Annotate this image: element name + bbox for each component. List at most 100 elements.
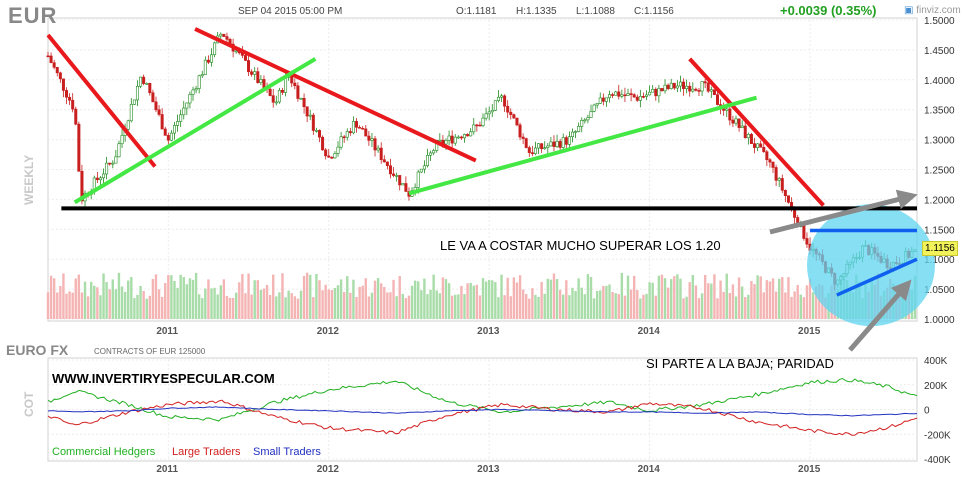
candle-body	[68, 96, 72, 101]
volume-bar	[259, 289, 263, 319]
cot-series-small	[47, 406, 918, 417]
volume-bar	[639, 298, 642, 319]
volume-bar	[83, 281, 87, 319]
volume-bar	[210, 288, 213, 319]
candle-body	[484, 113, 488, 119]
candle-body	[756, 143, 760, 148]
volume-bar	[318, 280, 321, 319]
candle-body	[388, 165, 392, 175]
candle-body	[197, 75, 201, 89]
red-trendline	[46, 33, 157, 168]
down-arrow	[848, 279, 912, 352]
volume-bar	[376, 278, 380, 319]
up-arrow	[769, 189, 918, 235]
candle-body	[481, 117, 485, 127]
volume-bar	[179, 274, 182, 319]
volume-bar	[753, 284, 756, 319]
candle-body	[376, 147, 380, 151]
candle-body	[330, 156, 334, 159]
candle-body	[648, 91, 652, 96]
cot-series-commercial	[47, 377, 918, 422]
candle-body	[509, 111, 513, 115]
volume-bar	[512, 277, 516, 319]
candle-body	[299, 97, 303, 100]
candle-body	[740, 125, 744, 128]
candle-body	[577, 126, 581, 132]
candle-body	[345, 131, 349, 138]
volume-bar	[197, 294, 201, 319]
candle-body	[533, 147, 537, 154]
finviz-logo[interactable]: ▣ finviz.com	[904, 5, 961, 16]
candle-body	[805, 238, 809, 245]
candle-body	[728, 108, 732, 121]
candle-body	[163, 128, 167, 136]
candle-body	[493, 100, 497, 111]
range-bottom-line	[836, 257, 918, 297]
cot-y-tick: -400K	[924, 455, 951, 466]
volume-bar	[608, 284, 611, 319]
price-y-tick: 1.2000	[924, 195, 955, 206]
volume-bar	[302, 275, 306, 319]
cot-x-tick: 2012	[317, 464, 340, 475]
volume-bar	[241, 274, 244, 319]
candle-body	[111, 162, 115, 165]
candle-body	[225, 36, 229, 40]
price-x-tick: 2011	[156, 326, 178, 337]
volume-bar	[472, 285, 475, 319]
volume-bar	[380, 283, 383, 319]
candle-body	[530, 152, 534, 154]
volume-bar	[478, 295, 482, 319]
volume-bar	[435, 290, 438, 319]
candle-body	[243, 55, 247, 61]
volume-bar	[216, 294, 219, 319]
candle-body	[515, 117, 519, 126]
volume-bar	[86, 296, 90, 319]
candle-body	[617, 91, 621, 97]
candle-body	[663, 84, 667, 92]
volume-bar	[272, 274, 275, 319]
volume-bar	[580, 287, 583, 319]
annotation-support-note: LE VA A COSTAR MUCHO SUPERAR LOS 1.20	[440, 238, 721, 253]
volume-bar	[204, 288, 207, 319]
candle-body	[456, 136, 460, 139]
volume-bar	[234, 292, 238, 319]
candle-body	[487, 111, 491, 115]
candle-body	[635, 96, 639, 101]
weekly-side-label: WEEKLY	[22, 154, 36, 205]
volume-bar	[99, 295, 102, 319]
candle-body	[506, 105, 510, 113]
candle-body	[657, 88, 661, 97]
volume-bar	[65, 293, 68, 319]
volume-bar	[71, 292, 74, 319]
volume-bar	[361, 285, 364, 319]
volume-bar	[592, 298, 596, 319]
candle-body	[80, 170, 84, 202]
finviz-logo-icon: ▣	[904, 5, 914, 16]
candle-body	[200, 74, 204, 77]
volume-bar	[617, 294, 620, 319]
candle-body	[734, 118, 738, 124]
volume-bar	[77, 274, 81, 319]
candle-body	[682, 81, 686, 89]
volume-bar	[654, 295, 657, 319]
volume-bar	[537, 296, 540, 319]
candle-body	[447, 135, 451, 141]
header-low: L:1.1088	[576, 6, 615, 17]
volume-bar	[475, 284, 479, 319]
volume-bar	[117, 272, 121, 319]
website-url[interactable]: WWW.INVERTIRYESPECULAR.COM	[52, 371, 275, 386]
candle-body	[339, 136, 343, 148]
volume-bar	[805, 285, 809, 319]
candle-body	[737, 118, 741, 128]
volume-bar	[744, 297, 747, 319]
candle-body	[746, 134, 750, 139]
volume-bar	[401, 293, 404, 319]
volume-bar	[670, 279, 673, 319]
candle-body	[139, 76, 143, 87]
candle-body	[453, 136, 457, 144]
candle-body	[71, 99, 75, 110]
volume-bar	[648, 282, 651, 319]
price-y-tick: 1.3500	[924, 106, 955, 117]
candle-body	[466, 134, 470, 137]
candle-body	[546, 145, 550, 149]
